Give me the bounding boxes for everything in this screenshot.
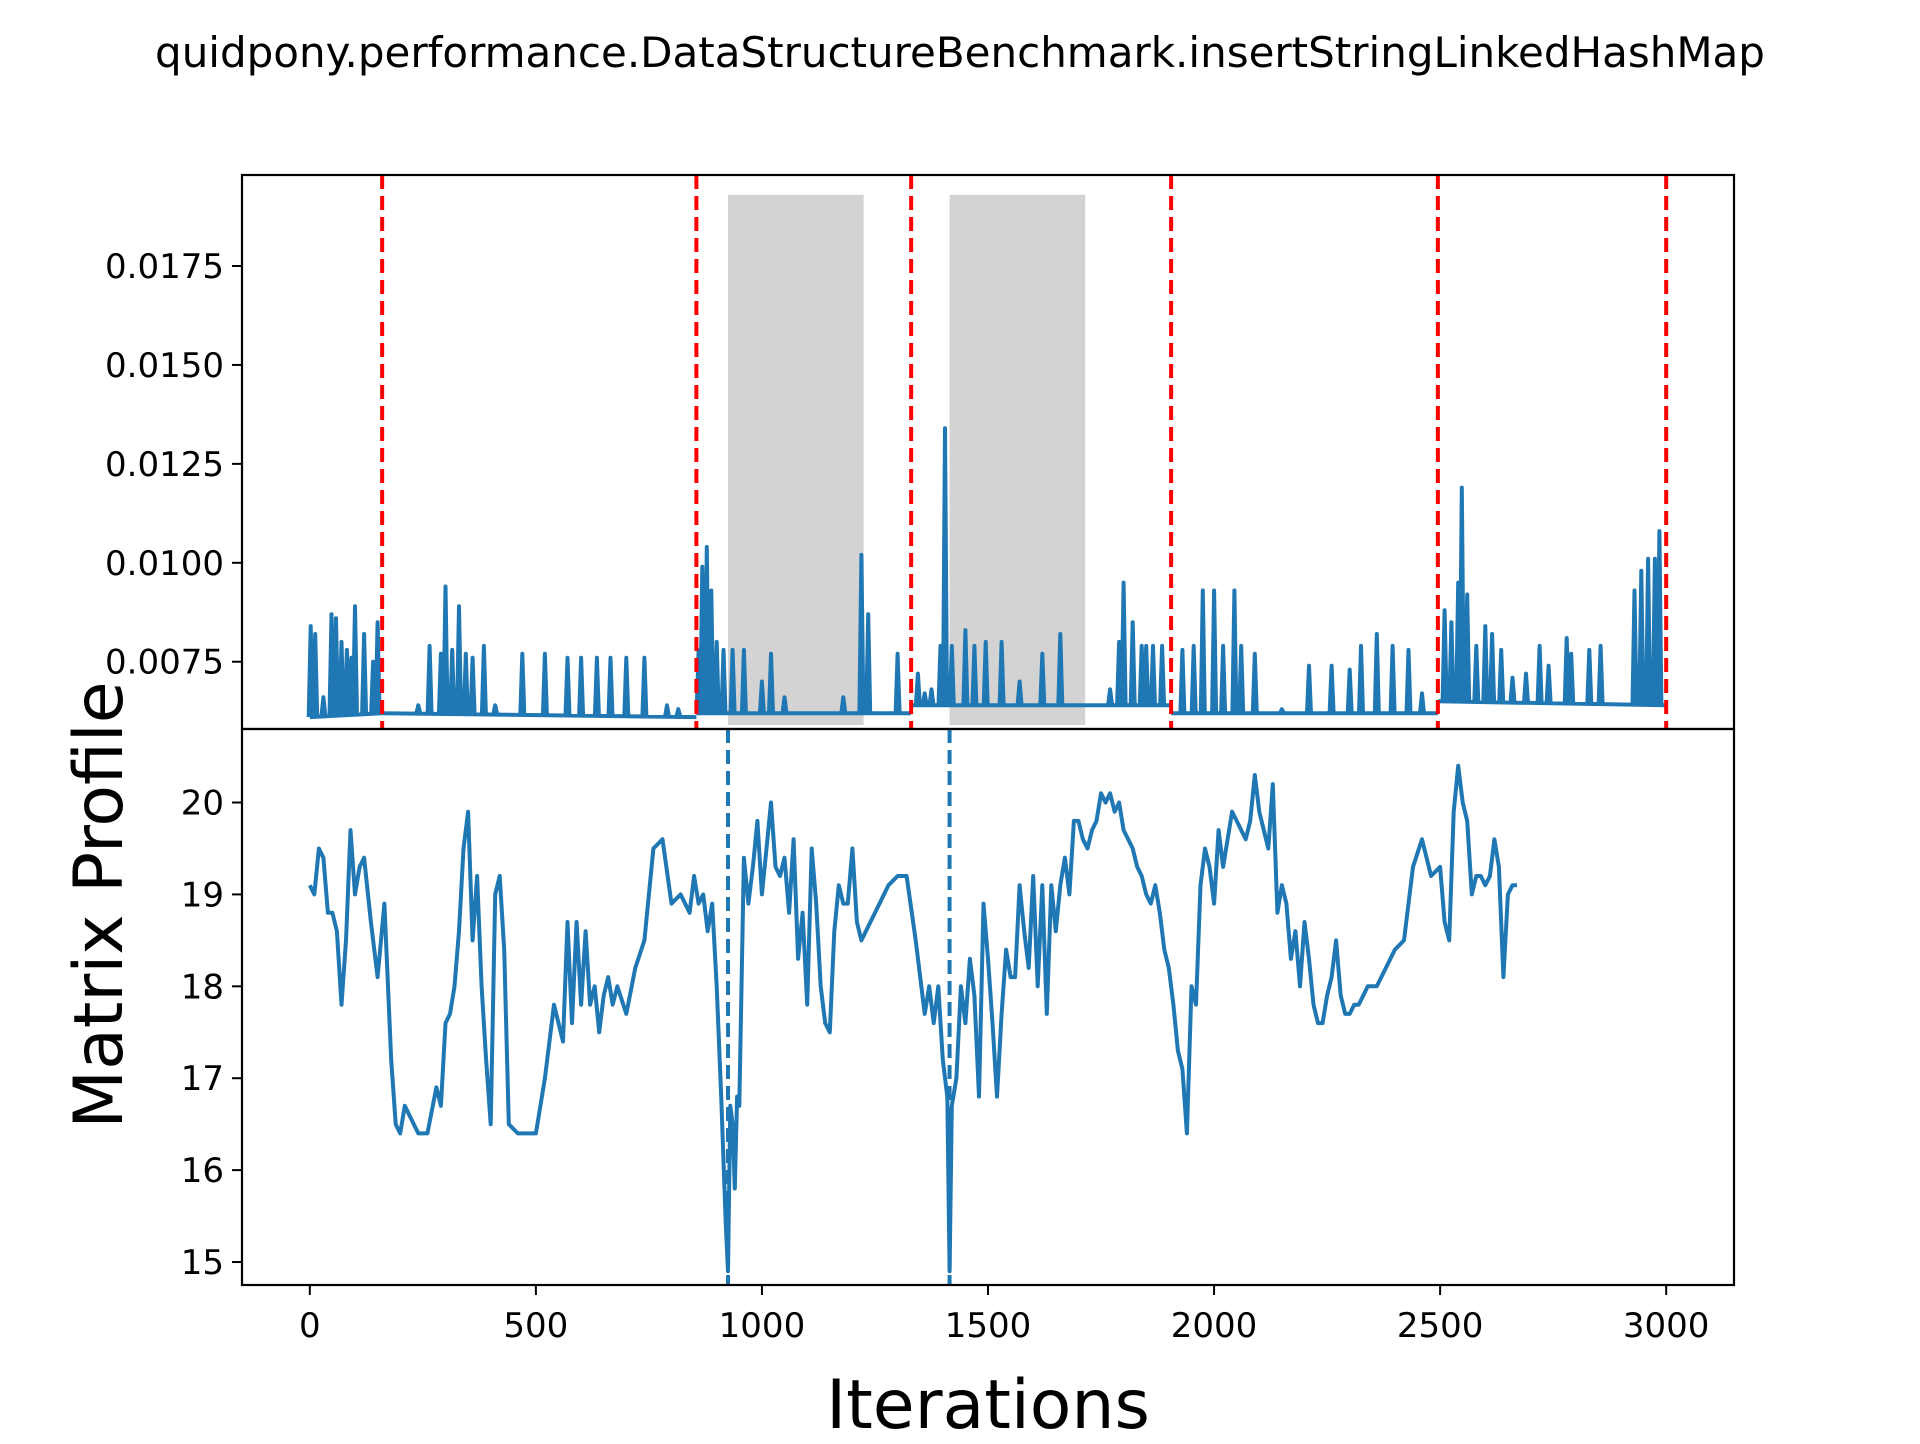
panel2-ylabel: Matrix Profile (60, 681, 139, 1128)
xtick-label-5: 2000 (1171, 1306, 1258, 1346)
xtick-label-7: 3000 (1623, 1306, 1710, 1346)
panel2-ytick-label-5: 19 (181, 875, 224, 915)
xtick-label-4: 1500 (945, 1306, 1032, 1346)
panel1-shaded-region-2 (949, 194, 1086, 726)
panel2-ytick-label-6: 20 (181, 784, 224, 824)
xtick-label-1: 0 (299, 1306, 321, 1346)
panel2-ytick-label-3: 17 (181, 1059, 224, 1099)
xlabel: Iterations (826, 1366, 1150, 1440)
chart-title: quidpony.performance.DataStructureBenchm… (155, 28, 1765, 77)
panel2-ytick-label-1: 15 (181, 1243, 224, 1283)
panel2-series-line-1 (308, 763, 1517, 1274)
panel2-ytick-label-4: 18 (181, 967, 224, 1007)
xtick-label-6: 2500 (1397, 1306, 1484, 1346)
panel1-ytick-label-1: 0.0075 (105, 643, 224, 683)
panel1-ytick-label-5: 0.0175 (105, 247, 224, 287)
panel1-ytick-label-2: 0.0100 (105, 544, 224, 584)
panel1-ytick-label-4: 0.0150 (105, 346, 224, 386)
panel2-ytick-label-2: 16 (181, 1151, 224, 1191)
xtick-label-3: 1000 (719, 1306, 806, 1346)
panel1-shaded-region-1 (728, 194, 864, 726)
panel1-ytick-label-3: 0.0125 (105, 445, 224, 485)
xtick-label-2: 500 (503, 1306, 568, 1346)
panel1-series-line-1 (306, 426, 1667, 720)
panel2-frame (240, 727, 1736, 1287)
